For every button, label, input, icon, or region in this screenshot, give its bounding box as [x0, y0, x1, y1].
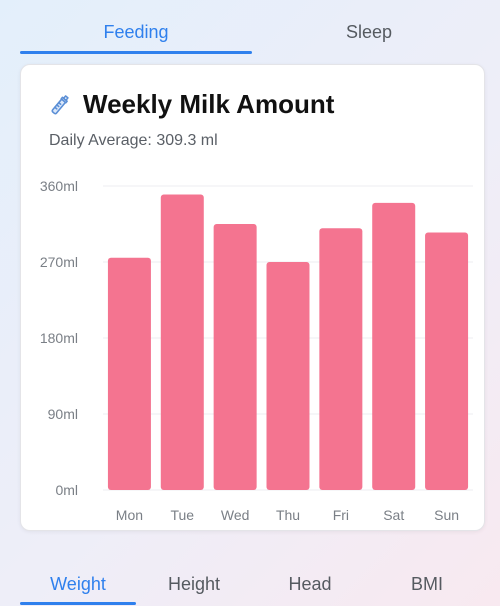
tab-weight-label: Weight: [50, 573, 106, 594]
tab-sleep[interactable]: Sleep: [252, 10, 486, 54]
card-header: Weekly Milk Amount: [47, 89, 334, 120]
x-tick-label: Wed: [221, 507, 250, 523]
tab-active-indicator: [20, 51, 252, 54]
x-tick-label: Thu: [276, 507, 300, 523]
milk-bar-chart: 0ml 90ml 180ml 270ml 360ml Mon Tue Wed Thu Fri Sat…: [40, 178, 473, 523]
x-tick-label: Tue: [170, 507, 194, 523]
x-tick-label: Mon: [116, 507, 143, 523]
tab-feeding[interactable]: Feeding: [20, 10, 252, 54]
tab-head-label: Head: [288, 573, 332, 594]
tab-height-label: Height: [167, 573, 221, 594]
bottom-tab-bar: Weight Height Head BMI: [20, 566, 486, 606]
bar-sun[interactable]: [425, 232, 469, 490]
tab-feeding-label: Feeding: [103, 21, 169, 42]
x-tick-label: Sun: [434, 507, 459, 523]
card-title: Weekly Milk Amount: [83, 89, 335, 119]
x-tick-label: Sat: [383, 507, 404, 523]
bar-thu[interactable]: [266, 262, 310, 490]
bar-wed[interactable]: [213, 224, 257, 490]
tab-bmi-label: BMI: [410, 573, 443, 594]
tab-weight[interactable]: Weight: [20, 566, 136, 605]
tab-sleep-label: Sleep: [345, 21, 393, 42]
y-tick-label: 270ml: [40, 254, 78, 270]
y-tick-label: 0ml: [55, 482, 78, 498]
baby-bottle-icon: [47, 92, 73, 118]
tab-head[interactable]: Head: [252, 566, 368, 602]
tab-bmi[interactable]: BMI: [368, 566, 486, 602]
tab-active-indicator: [20, 602, 136, 605]
y-tick-label: 90ml: [48, 406, 78, 422]
y-tick-label: 360ml: [40, 178, 78, 194]
bar-fri[interactable]: [319, 228, 363, 490]
daily-average-text: Daily Average: 309.3 ml: [49, 132, 218, 149]
weekly-milk-card: Weekly Milk Amount Daily Average: 309.3 …: [20, 64, 485, 531]
bar-tue[interactable]: [160, 194, 204, 490]
tab-height[interactable]: Height: [136, 566, 252, 602]
top-tab-bar: Feeding Sleep: [20, 10, 486, 54]
bar-mon[interactable]: [107, 257, 151, 490]
bar-sat[interactable]: [372, 202, 416, 490]
x-tick-label: Fri: [333, 507, 349, 523]
y-tick-label: 180ml: [40, 330, 78, 346]
